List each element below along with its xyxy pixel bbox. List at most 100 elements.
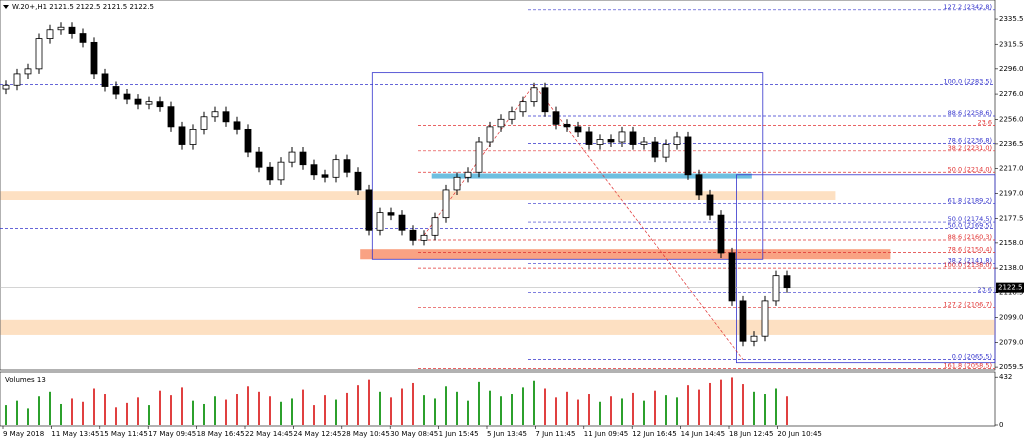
volume-panel [0,371,996,427]
x-tick-label: 18 May 16:45 [197,430,245,438]
candle-body [266,166,274,181]
candle-body [530,87,538,103]
y-tick-label: 2296.0 [999,65,1024,73]
candle-body [101,73,109,87]
y-tick-label: 2315.5 [999,40,1024,48]
fib-label: 50.0 (2174.5) [948,215,992,223]
candle-body [739,300,747,342]
candle-body [79,33,87,43]
candle-body [35,38,43,70]
x-tick-label: 30 May 08:45 [390,430,438,438]
y-tick-label: 2236.5 [999,140,1024,148]
fib-label: 127.2 (2106.7) [944,301,993,309]
candle-body [695,174,703,196]
candle-body [618,131,626,143]
candle-body [596,139,604,145]
candle-body [420,234,428,241]
candle-body [706,194,714,216]
candle-body [673,136,681,145]
candle-body [409,229,417,241]
y-tick-label: 2197.0 [999,190,1024,198]
candle-body [112,86,120,95]
y-tick-label: 2276.0 [999,90,1024,98]
candle-body [365,189,373,231]
fib-label: 50.0 (2169.5) [948,221,992,229]
y-tick-label: 2177.5 [999,214,1024,222]
candle-body [299,151,307,166]
candle-body [563,123,571,128]
zone [360,249,891,260]
candle-body [684,136,692,176]
fib-label: 0.0 (2065.5) [952,353,992,361]
y-tick-label: 2099.0 [999,313,1024,321]
candle-body [222,111,230,123]
candle-body [464,171,472,178]
price-panel [0,0,996,371]
fib-label: 88.6 (2160.3) [948,233,992,241]
candle-body [24,68,32,75]
x-tick-label: 15 May 11:45 [100,430,148,438]
x-tick-label: 12 Jun 16:45 [632,430,676,438]
candle-body [398,214,406,231]
candle-body [750,335,758,342]
fib-label: 100.0 (2138.0) [944,261,993,269]
y-tick-label: 2335.5 [999,15,1024,23]
fib-label: 38.2 (2141.8) [948,256,992,264]
candle-body [68,26,76,34]
fib-label: 100.0 (2283.5) [944,78,993,86]
candle-body [288,151,296,163]
y-tick-label: 2217.0 [999,164,1024,172]
candle-body [761,300,769,337]
candle-body [442,189,450,219]
candle-body [453,176,461,191]
candle-body [178,126,186,145]
x-tick-label: 7 Jun 11:45 [535,430,575,438]
candle-body [585,131,593,145]
candle-body [233,121,241,130]
candle-body [211,111,219,118]
v-tick-label: 432 [999,373,1012,381]
fib-label: 78.6 (2236.8) [948,137,992,145]
fib-label: 78.6 (2150.4) [948,245,992,253]
zone [0,191,836,201]
x-tick-label: 14 Jun 14:45 [681,430,725,438]
x-tick-label: 11 May 13:45 [51,430,99,438]
candle-body [717,214,725,254]
fib-label: 61.8 (2189.2) [948,197,992,205]
x-tick-label: 28 May 10:45 [342,430,390,438]
candle-body [343,159,351,173]
box [736,174,996,364]
candle-body [574,126,582,133]
current-price-box [996,282,1024,293]
zone [431,173,752,179]
zone [0,319,995,335]
x-tick-label: 5 Jun 13:45 [487,430,527,438]
candle-body [387,212,395,216]
candle-body [321,174,329,178]
volume-title: Volumes 13 [5,376,46,384]
candle-body [772,275,780,302]
candle-body [13,73,21,86]
fib-label: 88.6 (2258.6) [948,109,992,117]
current-price-label: 2122.5 [998,284,1023,292]
menu-arrow[interactable] [3,5,9,9]
candle-body [90,41,98,75]
candle-body [519,101,527,113]
candle-body [310,164,318,176]
candle-body [277,161,285,181]
box [371,72,764,260]
candle-body [376,212,384,231]
x-tick-label: 1 Jun 15:45 [439,430,479,438]
x-tick-label: 17 May 09:45 [148,430,196,438]
v-tick-label: 0 [999,421,1003,429]
candle-body [431,217,439,236]
candle-body [552,111,560,125]
candle-body [2,84,10,90]
candle-body [508,111,516,120]
candle-body [156,101,164,108]
fib-label: 161.8 (2058.5) [944,361,993,369]
candle-body [123,93,131,100]
candle-body [145,101,153,105]
x-tick-label: 18 Jun 12:45 [729,430,773,438]
